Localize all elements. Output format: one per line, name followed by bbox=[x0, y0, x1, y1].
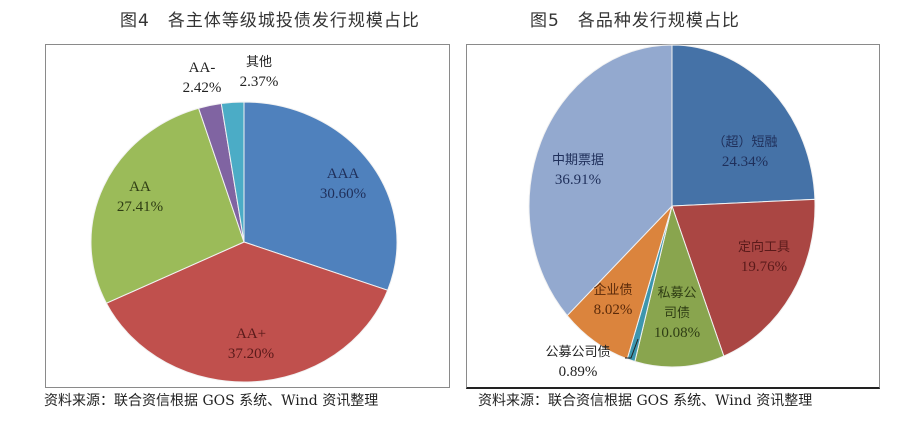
pie-data-label: AAA 30.60% bbox=[320, 166, 366, 202]
figure-4-title: 图4 各主体等级城投债发行规模占比 bbox=[120, 11, 420, 31]
pie-slice-0 bbox=[671, 44, 816, 207]
rating-distribution-pie: AAA 30.60% AA+ 37.20% AA 27.41% AA-2.42% 其他 2.37… bbox=[90, 55, 398, 383]
pie-data-label: 公募公司债 0.89% bbox=[545, 345, 610, 380]
pie-data-label: AA+ 37.20% bbox=[228, 326, 274, 362]
pie-slice-1 bbox=[105, 241, 389, 383]
pie-slice-1 bbox=[671, 198, 816, 357]
pie-slice-4 bbox=[220, 101, 245, 243]
pie-data-label: AA 27.41% bbox=[117, 179, 163, 215]
pie-data-label: AA-2.42% bbox=[183, 60, 222, 96]
pie-data-label: 企业债 8.02% bbox=[593, 282, 632, 318]
pie-data-label: 私募公司债 10.08% bbox=[654, 286, 700, 341]
pie-data-label: 中期票据 36.91% bbox=[552, 153, 604, 188]
pie-data-label: 定向工具 19.76% bbox=[738, 239, 790, 275]
figure-5-source-note: 资料来源：联合资信根据 GOS 系统、Wind 资讯整理 bbox=[478, 393, 813, 409]
figure-4-source-note: 资料来源：联合资信根据 GOS 系统、Wind 资讯整理 bbox=[44, 393, 379, 409]
bond-type-distribution-pie: （超）短融 24.34% 定向工具 19.76% 私募公司债 10.08% 公募公司债 0.8… bbox=[528, 44, 816, 380]
pie-slice-0 bbox=[243, 101, 398, 291]
pie-slice-2 bbox=[90, 107, 245, 304]
pie-slice-5 bbox=[528, 44, 673, 317]
pie-data-label: （超）短融 24.34% bbox=[712, 135, 777, 170]
figure-5-title: 图5 各品种发行规模占比 bbox=[530, 11, 740, 31]
leader-line-public-corporate-bond bbox=[625, 338, 639, 359]
pie-data-label: 其他 2.37% bbox=[240, 55, 279, 90]
pie-slice-2 bbox=[634, 204, 725, 368]
